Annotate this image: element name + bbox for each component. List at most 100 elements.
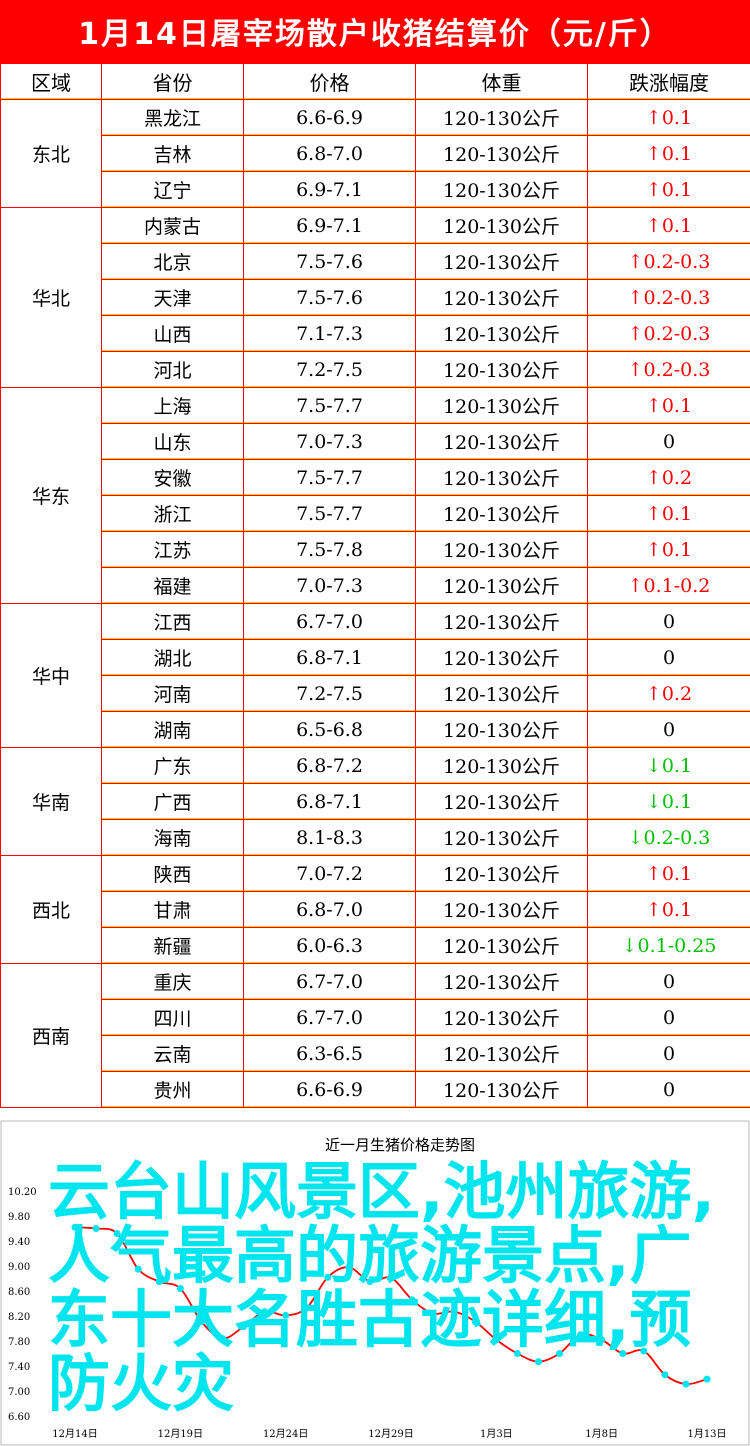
weight-cell: 120-130公斤: [415, 747, 588, 784]
data-point: [261, 1308, 269, 1316]
weight-cell: 120-130公斤: [415, 927, 588, 964]
price-cell: 7.0-7.3: [243, 567, 416, 604]
province-cell: 吉林: [101, 135, 244, 172]
y-tick-label: 9.00: [8, 1262, 30, 1273]
change-cell: ↓0.2-0.3: [587, 819, 750, 856]
arrow-up-icon: ↑: [627, 250, 644, 273]
price-cell: 6.8-7.0: [243, 891, 416, 928]
change-value: 0.1: [661, 178, 693, 201]
change-value: 0.1: [661, 106, 693, 129]
change-value: 0.2-0.3: [643, 322, 711, 345]
change-cell: ↑0.2: [587, 459, 750, 496]
change-value: 0.1: [661, 538, 693, 561]
weight-cell: 120-130公斤: [415, 207, 588, 244]
price-cell: 6.7-7.0: [243, 603, 416, 640]
weight-cell: 120-130公斤: [415, 171, 588, 208]
data-point: [92, 1225, 100, 1232]
header-region: 区域: [0, 63, 102, 100]
x-tick-label: 1月13日: [687, 1428, 726, 1440]
change-value: 0.1: [661, 214, 693, 237]
header-price: 价格: [243, 63, 416, 100]
price-cell: 7.1-7.3: [243, 315, 416, 352]
weight-cell: 120-130公斤: [415, 459, 588, 496]
header-change: 跌涨幅度: [587, 63, 750, 100]
weight-cell: 120-130公斤: [415, 243, 588, 280]
price-cell: 6.5-6.8: [243, 711, 416, 748]
change-value: 0.1: [661, 502, 693, 525]
price-cell: 7.2-7.5: [243, 675, 416, 712]
change-cell: 0: [587, 711, 750, 748]
province-cell: 北京: [101, 243, 244, 280]
data-point: [155, 1278, 163, 1286]
table-row: 辽宁 6.9-7.1 120-130公斤 ↑0.1: [1, 171, 750, 208]
change-cell: ↑0.2-0.3: [587, 243, 750, 280]
table-row: 甘肃 6.8-7.0 120-130公斤 ↑0.1: [1, 891, 750, 928]
arrow-up-icon: ↑: [645, 502, 662, 525]
weight-cell: 120-130公斤: [415, 891, 588, 928]
change-value: 0.2-0.3: [643, 826, 711, 849]
arrow-up-icon: ↑: [645, 214, 662, 237]
weight-cell: 120-130公斤: [415, 819, 588, 856]
table-row: 四川 6.7-7.0 120-130公斤 0: [1, 999, 750, 1036]
change-cell: ↑0.1: [587, 135, 750, 172]
province-cell: 甘肃: [101, 891, 244, 928]
change-cell: ↑0.2-0.3: [587, 315, 750, 352]
price-cell: 7.5-7.7: [243, 459, 416, 496]
province-cell: 辽宁: [101, 171, 244, 208]
change-value: 0: [662, 1006, 676, 1029]
data-point: [577, 1331, 585, 1339]
province-cell: 云南: [101, 1035, 244, 1072]
arrow-up-icon: ↑: [645, 682, 662, 705]
change-value: 0: [662, 1078, 676, 1101]
data-point: [640, 1347, 648, 1355]
price-cell: 8.1-8.3: [243, 819, 416, 856]
price-table: 区域 省份 价格 体重 跌涨幅度 东北 黑龙江 6.6-6.9 120-130公斤 ↑0…: [0, 63, 750, 1108]
y-tick-label: 8.60: [8, 1287, 30, 1298]
data-point: [619, 1350, 627, 1357]
table-row: 北京 7.5-7.6 120-130公斤 ↑0.2-0.3: [1, 243, 750, 280]
province-cell: 重庆: [101, 963, 244, 1000]
change-cell: ↑0.1: [587, 387, 750, 424]
arrow-up-icon: ↑: [627, 322, 644, 345]
change-cell: ↑0.2: [587, 675, 750, 712]
price-cell: 6.7-7.0: [243, 999, 416, 1036]
change-cell: ↑0.2-0.3: [587, 351, 750, 388]
data-point: [324, 1273, 332, 1281]
province-cell: 湖北: [101, 639, 244, 676]
y-tick-label: 7.00: [8, 1387, 30, 1398]
table-row: 安徽 7.5-7.7 120-130公斤 ↑0.2: [1, 459, 750, 496]
change-value: 0.2: [661, 682, 693, 705]
x-tick-label: 1月3日: [480, 1428, 513, 1440]
data-point: [682, 1380, 690, 1388]
region-cell: 华北: [0, 207, 102, 388]
weight-cell: 120-130公斤: [415, 1071, 588, 1108]
change-cell: 0: [587, 603, 750, 640]
data-point: [534, 1358, 542, 1366]
province-cell: 陕西: [101, 855, 244, 892]
data-point: [450, 1308, 458, 1316]
weight-cell: 120-130公斤: [415, 135, 588, 172]
arrow-up-icon: ↑: [627, 574, 644, 597]
change-value: 0.1-0.2: [643, 574, 711, 597]
weight-cell: 120-130公斤: [415, 315, 588, 352]
change-value: 0: [662, 970, 676, 993]
arrow-up-icon: ↑: [627, 358, 644, 381]
change-value: 0.1: [661, 754, 693, 777]
data-point: [703, 1375, 711, 1383]
price-cell: 6.8-7.1: [243, 783, 416, 820]
province-cell: 四川: [101, 999, 244, 1036]
weight-cell: 120-130公斤: [415, 495, 588, 532]
table-row: 西北 陕西 7.0-7.2 120-130公斤 ↑0.1: [0, 855, 750, 964]
data-point: [429, 1310, 437, 1317]
weight-cell: 120-130公斤: [415, 783, 588, 820]
change-value: 0.1: [661, 790, 693, 813]
arrow-down-icon: ↓: [645, 754, 662, 777]
y-tick-label: 8.20: [8, 1312, 30, 1323]
province-cell: 上海: [101, 387, 244, 424]
region-cell: 华中: [0, 603, 102, 748]
table-row: 新疆 6.0-6.3 120-130公斤 ↓0.1-0.25: [1, 927, 750, 964]
data-point: [303, 1304, 311, 1312]
data-point: [492, 1336, 500, 1344]
change-value: 0.2-0.3: [643, 286, 711, 309]
arrow-up-icon: ↑: [645, 178, 662, 201]
